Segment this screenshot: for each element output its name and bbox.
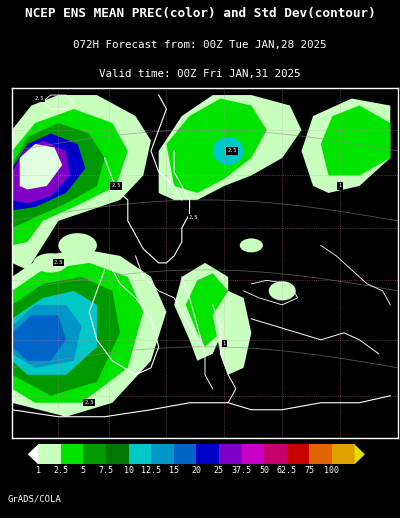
Ellipse shape <box>269 281 296 300</box>
Text: 2.5: 2.5 <box>189 215 198 220</box>
Text: GrADS/COLA: GrADS/COLA <box>8 495 62 504</box>
Bar <box>196 444 219 464</box>
Text: 50: 50 <box>259 466 269 475</box>
Bar <box>174 444 196 464</box>
Bar <box>151 444 174 464</box>
Polygon shape <box>12 305 82 368</box>
Polygon shape <box>28 444 38 464</box>
Polygon shape <box>166 98 267 193</box>
Polygon shape <box>12 291 97 375</box>
Text: 1: 1 <box>338 183 342 189</box>
Text: 1: 1 <box>223 341 226 346</box>
Polygon shape <box>12 263 143 403</box>
Text: 2.5: 2.5 <box>54 261 63 265</box>
Polygon shape <box>302 98 390 193</box>
Text: 20: 20 <box>191 466 201 475</box>
Text: 2.5: 2.5 <box>34 96 44 101</box>
Polygon shape <box>12 140 70 204</box>
Polygon shape <box>12 315 66 361</box>
Polygon shape <box>12 134 85 210</box>
Text: 1: 1 <box>36 466 40 475</box>
Bar <box>38 444 61 464</box>
Text: 2.5: 2.5 <box>53 466 68 475</box>
Polygon shape <box>354 444 365 464</box>
Text: Valid time: 00Z Fri JAN,31 2025: Valid time: 00Z Fri JAN,31 2025 <box>99 69 301 79</box>
Bar <box>242 444 264 464</box>
Polygon shape <box>12 109 128 246</box>
Text: 62.5: 62.5 <box>277 466 297 475</box>
Bar <box>219 444 242 464</box>
Text: 2.5: 2.5 <box>227 149 237 153</box>
Bar <box>106 444 128 464</box>
Ellipse shape <box>240 238 263 252</box>
Text: 75: 75 <box>304 466 314 475</box>
Ellipse shape <box>213 137 244 165</box>
Text: 2.5: 2.5 <box>84 400 94 405</box>
Bar <box>332 444 354 464</box>
Text: 15: 15 <box>169 466 179 475</box>
Polygon shape <box>213 291 251 375</box>
Polygon shape <box>20 144 62 190</box>
Bar <box>61 444 83 464</box>
Text: 7.5: 7.5 <box>98 466 113 475</box>
Text: 100: 100 <box>324 466 340 475</box>
Bar <box>309 444 332 464</box>
Text: 25: 25 <box>214 466 224 475</box>
Text: 12.5: 12.5 <box>141 466 161 475</box>
Ellipse shape <box>33 253 68 272</box>
Polygon shape <box>321 106 390 176</box>
Polygon shape <box>12 123 105 228</box>
Bar <box>264 444 287 464</box>
Ellipse shape <box>58 233 97 257</box>
Polygon shape <box>12 95 151 270</box>
Bar <box>287 444 309 464</box>
Bar <box>128 444 151 464</box>
Text: 10: 10 <box>124 466 134 475</box>
Text: 37.5: 37.5 <box>232 466 252 475</box>
Polygon shape <box>174 263 228 361</box>
Bar <box>83 444 106 464</box>
Polygon shape <box>159 95 302 200</box>
Polygon shape <box>12 249 166 416</box>
Text: 072H Forecast from: 00Z Tue JAN,28 2025: 072H Forecast from: 00Z Tue JAN,28 2025 <box>73 40 327 50</box>
Text: NCEP ENS MEAN PREC(color) and Std Dev(contour): NCEP ENS MEAN PREC(color) and Std Dev(co… <box>25 7 375 20</box>
Polygon shape <box>186 274 228 347</box>
Polygon shape <box>12 277 120 396</box>
Text: 5: 5 <box>81 466 86 475</box>
Text: 2.5: 2.5 <box>112 183 121 189</box>
